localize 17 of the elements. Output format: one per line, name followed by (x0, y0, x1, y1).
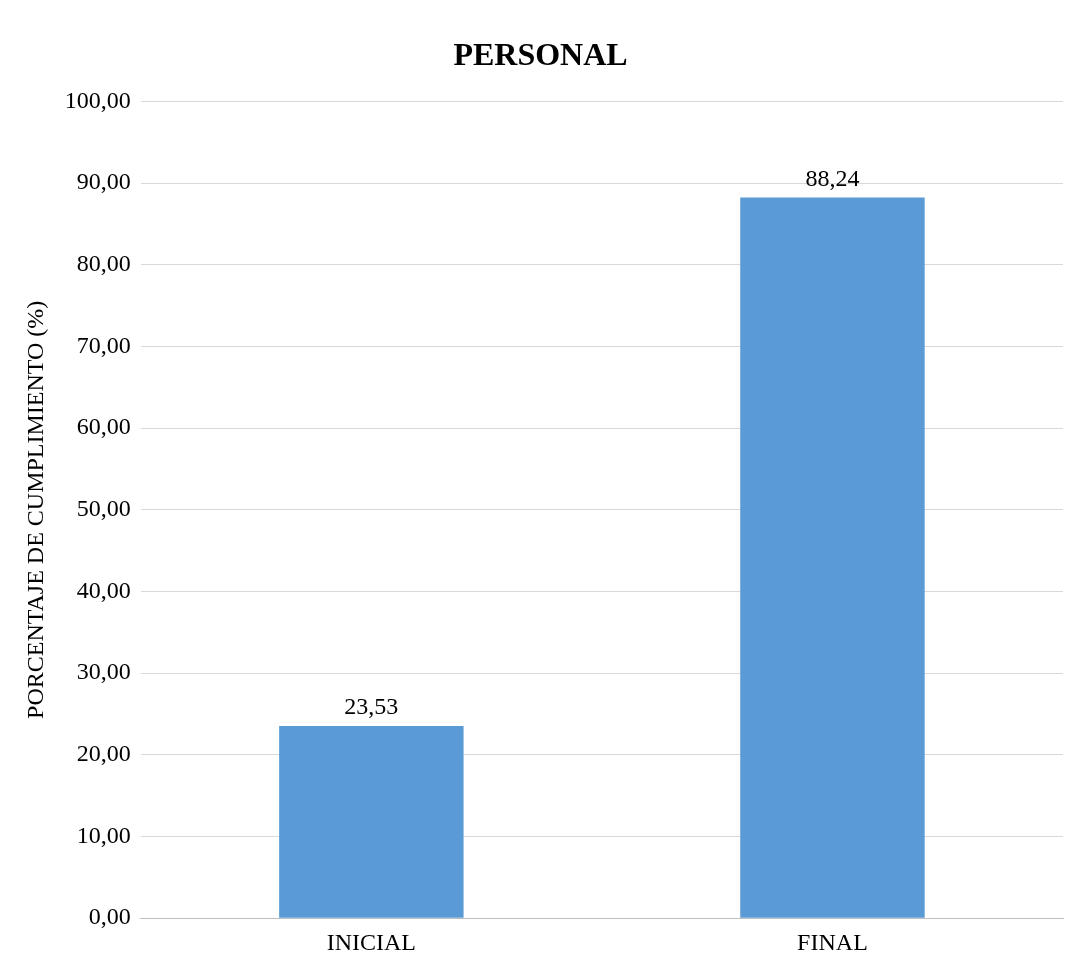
y-tick-label: 30,00 (76, 658, 131, 685)
y-tick-label: 10,00 (76, 821, 131, 848)
y-tick-label: 70,00 (76, 331, 131, 358)
data-label: 23,53 (344, 693, 399, 720)
x-tick-label: INICIAL (326, 928, 417, 955)
x-tick-label: FINAL (797, 928, 868, 955)
y-tick-label: 60,00 (76, 413, 131, 440)
y-tick-label: 80,00 (76, 250, 131, 277)
y-tick-label: 40,00 (76, 576, 131, 603)
data-label: 88,24 (805, 164, 860, 191)
y-tick-label: 50,00 (76, 495, 131, 522)
y-tick-label: 20,00 (76, 740, 131, 767)
y-axis-title: PORCENTAJE DE CUMPLIMIENTO (%) (21, 300, 48, 719)
y-tick-label: 0,00 (88, 903, 131, 930)
y-tick-label: 90,00 (76, 168, 131, 195)
y-tick-label: 100,00 (64, 86, 131, 113)
chart-title: PERSONAL (453, 36, 628, 73)
